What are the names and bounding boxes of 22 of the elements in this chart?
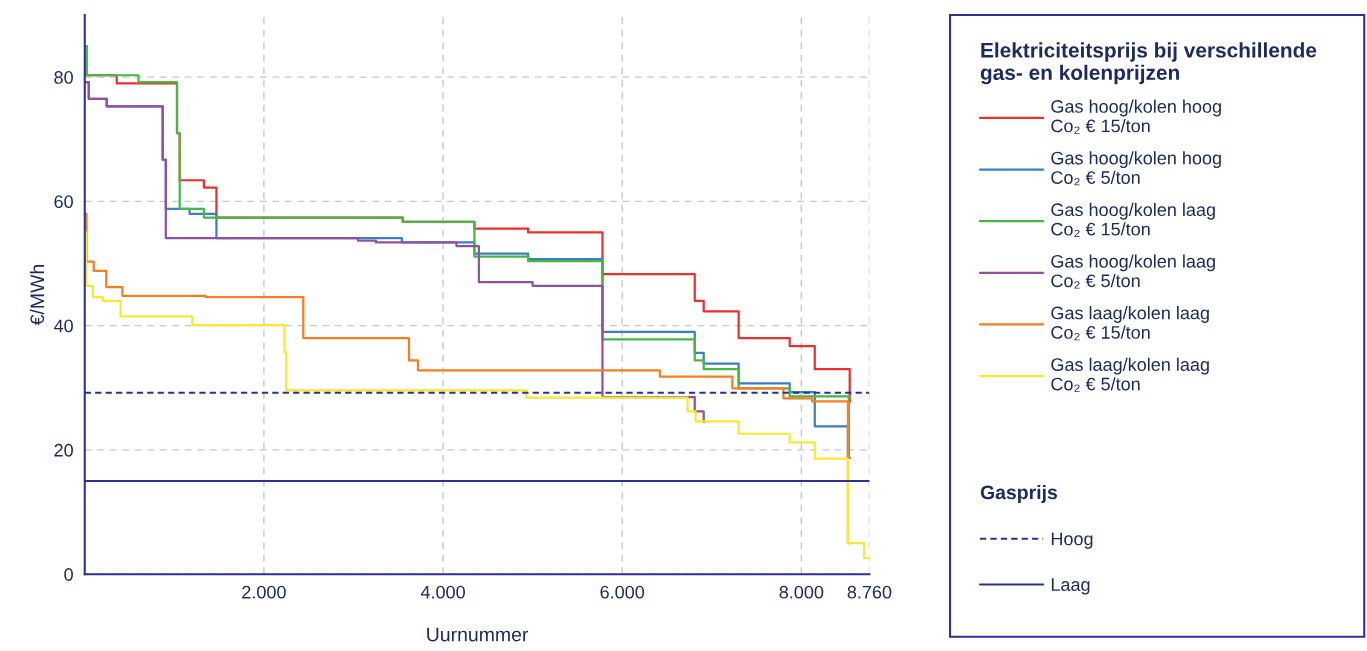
y-tick-label: 40 [53, 319, 73, 333]
x-tick-label: 4.000 [420, 585, 465, 599]
legend-label: Gas laag/kolen laag Co₂ € 5/ton [1051, 357, 1209, 392]
legend-label: Hoog [1051, 532, 1093, 549]
y-tick-label: 60 [54, 195, 73, 209]
legend-label: Gas laag/kolen laag Co₂ € 15/ton [1051, 306, 1209, 341]
legend-title: Elektriciteitsprijs bij verschillende gas- en kolenprijzen [980, 42, 1317, 85]
legend-label: Gas hoog/kolen hoog Co₂ € 5/ton [1051, 151, 1221, 186]
x-axis-title: Uurnummer [427, 627, 529, 642]
x-tick-label: 8.000 [779, 585, 824, 599]
y-tick-label: 0 [64, 568, 73, 581]
x-tick-label: 2.000 [242, 585, 286, 599]
legend-label: Gas hoog/kolen laag Co₂ € 15/ton [1051, 202, 1215, 237]
x-tick-label: 6.000 [600, 585, 645, 599]
x-tick-label: 8.760 [847, 585, 892, 599]
text: Gasprijs [980, 484, 1057, 504]
y-tick-label: 80 [54, 71, 73, 84]
y-axis-title: €/MWh [29, 265, 45, 326]
legend-label: Gas hoog/kolen hoog Co₂ € 15/ton [1051, 99, 1221, 134]
y-tick-label: 20 [54, 443, 73, 457]
legend-label: Gas hoog/kolen laag Co₂ € 5/ton [1051, 254, 1215, 289]
legend-label: Laag [1051, 578, 1090, 595]
